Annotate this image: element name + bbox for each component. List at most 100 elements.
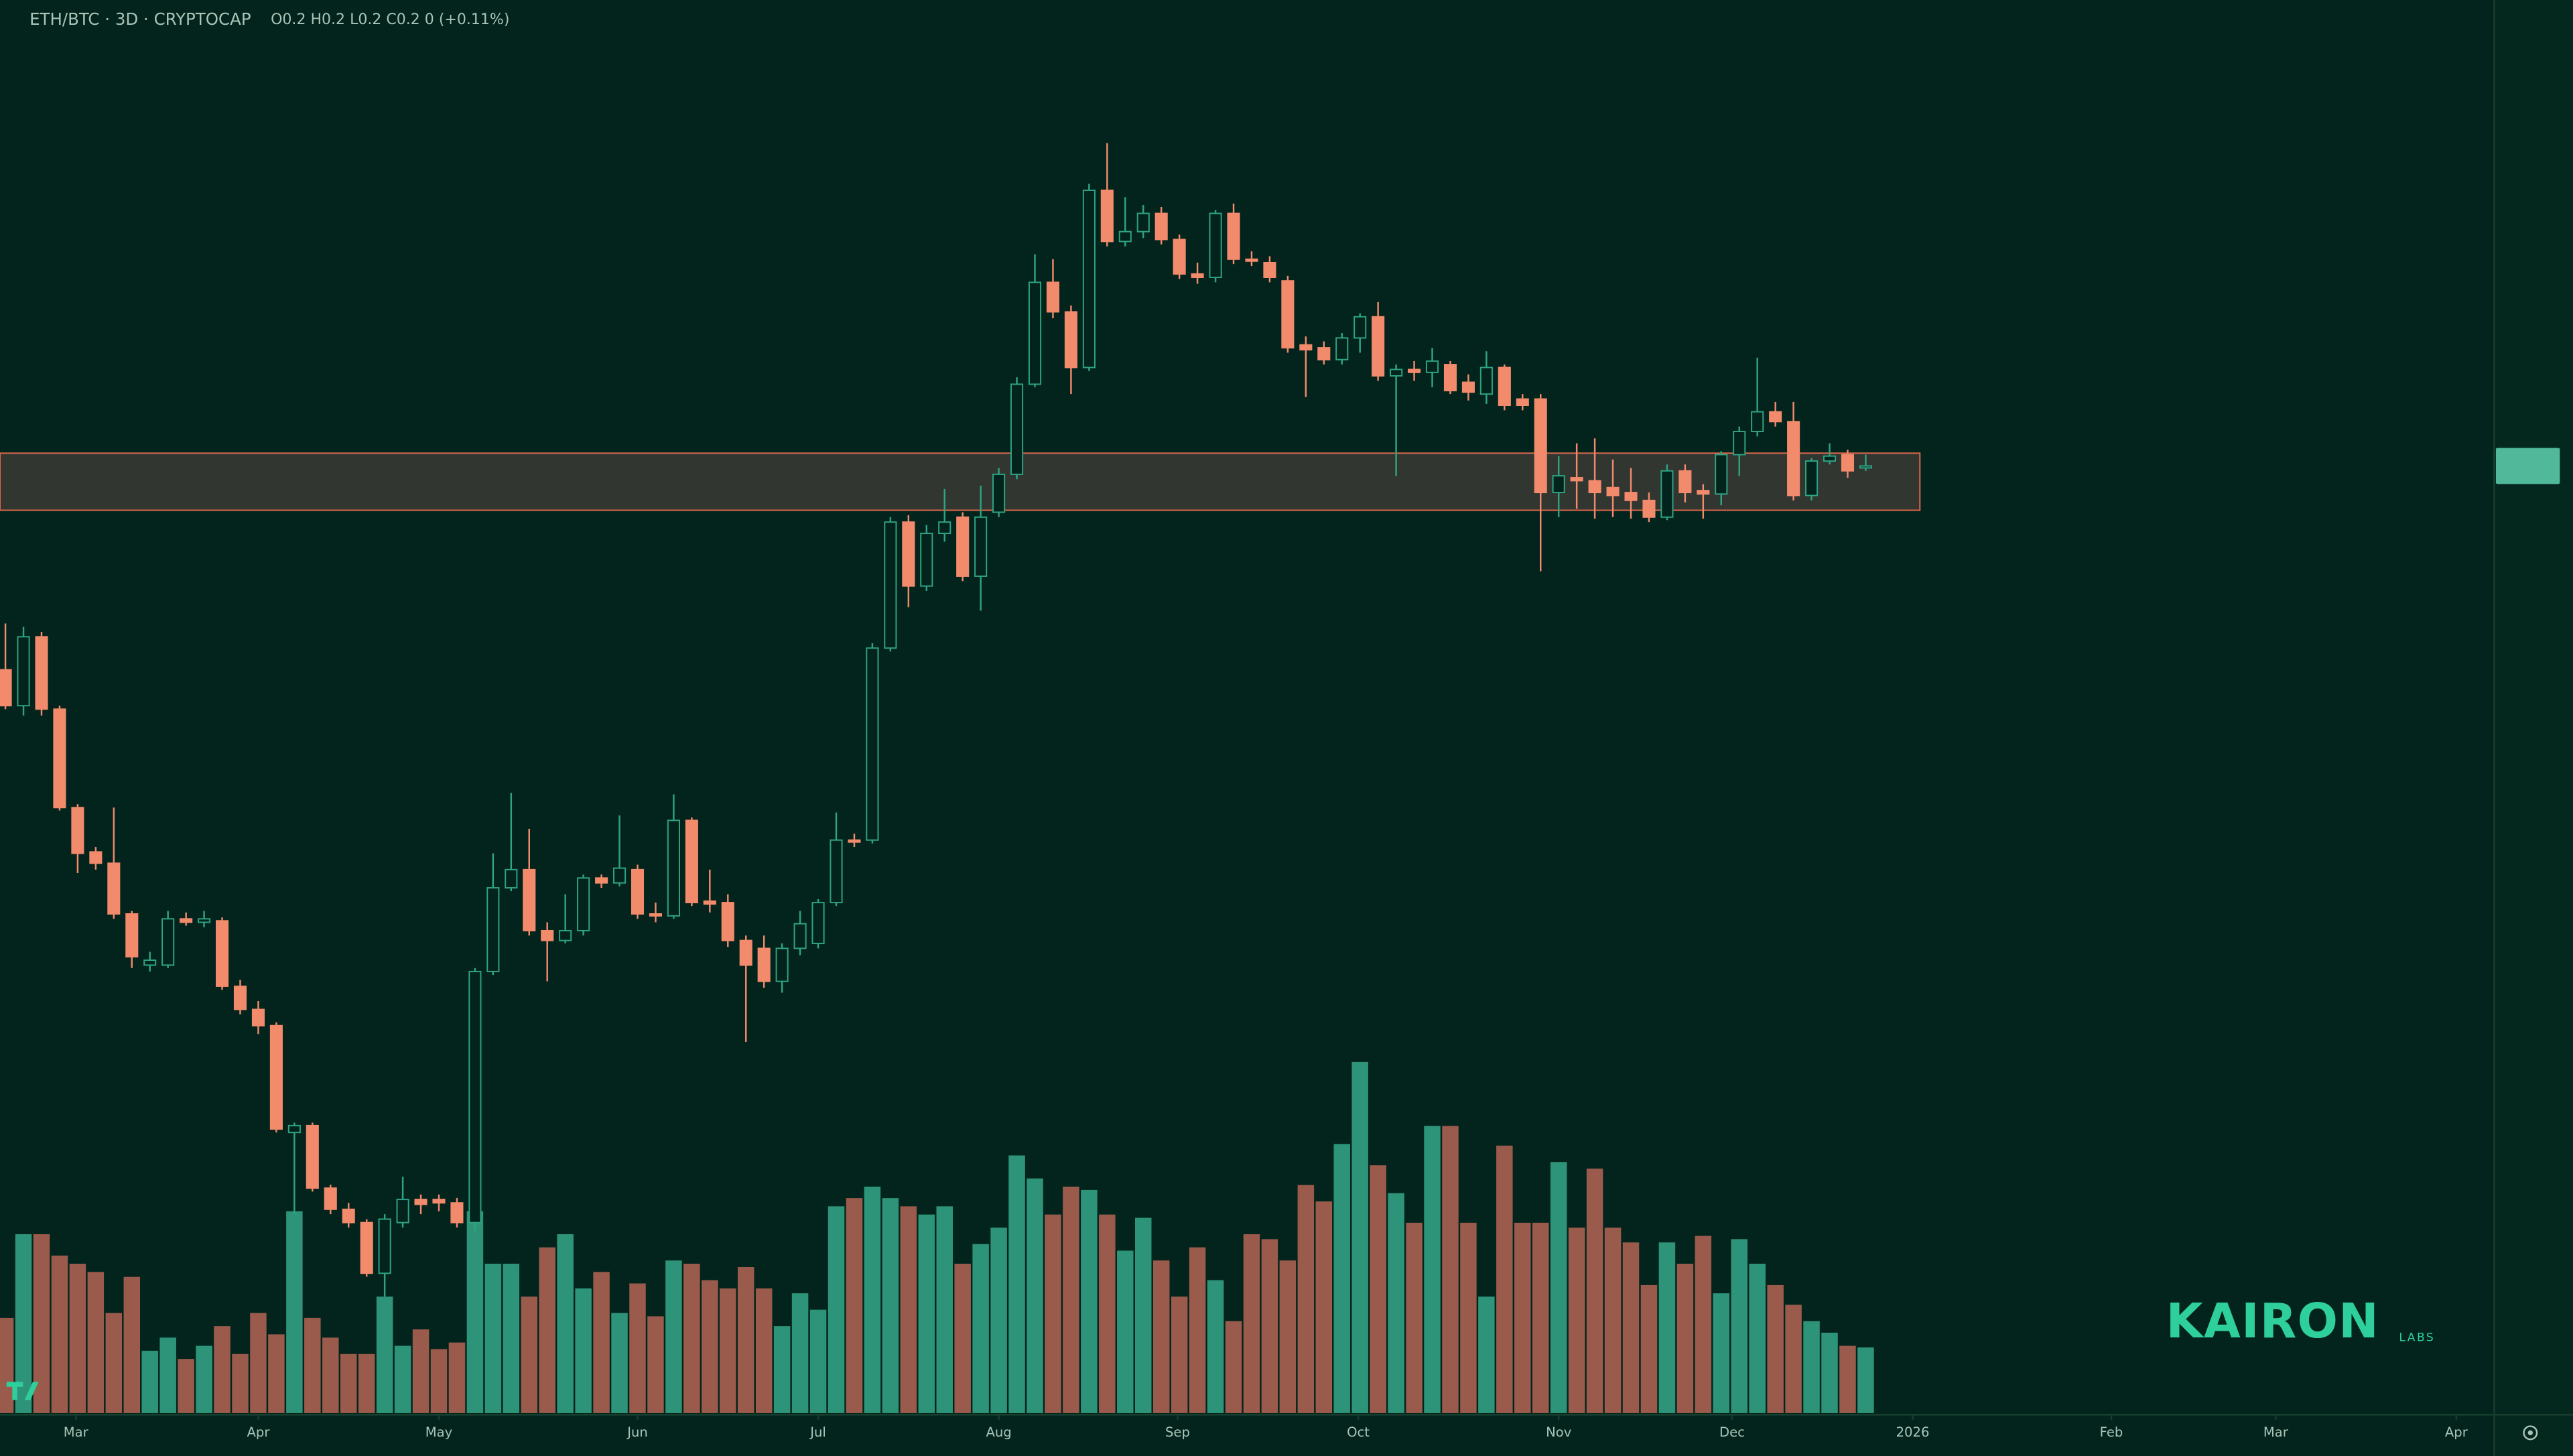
- candle-body: [1408, 369, 1421, 373]
- volume-bar: [484, 1264, 502, 1413]
- volume-bar: [1045, 1214, 1061, 1413]
- volume-bar: [1713, 1293, 1730, 1413]
- candle-body: [215, 920, 229, 987]
- x-tick-label: Apr: [2445, 1425, 2468, 1440]
- x-tick-label: May: [425, 1425, 452, 1440]
- volume-bar: [954, 1264, 971, 1413]
- volume-bar: [593, 1272, 610, 1413]
- candle-body: [1281, 280, 1295, 349]
- volume-bar: [809, 1309, 827, 1413]
- watermark-sub: LABS: [2399, 1331, 2435, 1344]
- candle-body: [1841, 454, 1855, 472]
- candle-body: [269, 1024, 283, 1130]
- candle-body: [1028, 281, 1042, 385]
- volume-bar: [1550, 1162, 1567, 1413]
- volume-bar: [1568, 1228, 1585, 1413]
- candle-body: [685, 819, 698, 904]
- candle-body: [1660, 470, 1674, 518]
- candle-layer: [0, 143, 1872, 1297]
- volume-bar: [1821, 1332, 1838, 1413]
- candle-body: [793, 923, 807, 949]
- x-tick-label: Dec: [1719, 1425, 1745, 1440]
- volume-bar: [1370, 1165, 1386, 1413]
- settings-dot[interactable]: [2527, 1430, 2533, 1436]
- candle-body: [1859, 465, 1872, 469]
- volume-bar: [1496, 1145, 1513, 1413]
- volume-bar: [394, 1345, 411, 1413]
- candle-body: [1010, 383, 1024, 475]
- candle-body: [848, 839, 861, 843]
- candle-body: [505, 868, 518, 889]
- candle-body: [1570, 477, 1583, 482]
- candle-body: [577, 877, 590, 931]
- settings-icon[interactable]: [2523, 1425, 2538, 1441]
- candle-body: [667, 819, 680, 917]
- x-tick-label: 2026: [1896, 1425, 1930, 1440]
- candle-body: [1154, 212, 1168, 241]
- volume-bar: [1604, 1228, 1622, 1413]
- volume-bar: [123, 1276, 141, 1413]
- candle-body: [703, 900, 716, 905]
- candle-body: [920, 533, 933, 587]
- candle-body: [1100, 189, 1114, 243]
- candle-body: [0, 669, 12, 707]
- volume-bar: [268, 1334, 285, 1413]
- price-axis-strip: [2494, 0, 2573, 1456]
- candle-body: [1733, 430, 1746, 456]
- settings-ring[interactable]: [2523, 1425, 2538, 1441]
- volume-bar: [250, 1313, 267, 1413]
- candle-body: [468, 970, 482, 1223]
- candle-body: [414, 1199, 427, 1205]
- candle-body: [1697, 490, 1710, 495]
- volume-bar: [1658, 1242, 1676, 1413]
- volume-bar: [214, 1326, 230, 1413]
- volume-bar: [448, 1342, 466, 1413]
- volume-bar: [232, 1353, 249, 1413]
- candle-body: [1588, 480, 1601, 494]
- candle-body: [1823, 455, 1837, 462]
- volume-bar: [647, 1316, 664, 1413]
- volume-bar: [69, 1264, 86, 1413]
- volume-bar: [1351, 1061, 1368, 1413]
- volume-bar: [51, 1255, 68, 1413]
- candle-body: [1461, 381, 1475, 393]
- candle-body: [1534, 398, 1547, 494]
- volume-bar: [1803, 1321, 1820, 1413]
- candle-body: [1299, 344, 1313, 350]
- volume-bar: [1081, 1189, 1098, 1413]
- volume-bar: [1008, 1155, 1025, 1413]
- candle-body: [89, 851, 103, 864]
- volume-bar: [1388, 1193, 1404, 1413]
- volume-bar: [702, 1280, 718, 1413]
- candle-body: [198, 918, 211, 923]
- volume-bar: [990, 1228, 1007, 1413]
- volume-bar: [1695, 1236, 1712, 1413]
- candle-body: [1769, 411, 1782, 423]
- logo-shape: [6, 1382, 39, 1400]
- volume-bar: [1785, 1305, 1802, 1413]
- candle-body: [721, 902, 734, 941]
- volume-bar: [1152, 1260, 1170, 1413]
- candle-body: [1082, 189, 1096, 369]
- candle-body: [1751, 411, 1764, 432]
- candle-body: [739, 939, 752, 966]
- volume-bar: [1315, 1201, 1333, 1413]
- volume-bar: [1442, 1126, 1459, 1413]
- x-tick-label: Jun: [626, 1425, 648, 1440]
- candle-body: [396, 1199, 409, 1223]
- volume-bar: [773, 1326, 791, 1413]
- ohlc-label: O0.2 H0.2 L0.2 C0.2 0 (+0.11%): [271, 11, 509, 28]
- candle-body: [649, 913, 663, 917]
- volume-bar: [1027, 1178, 1043, 1413]
- candle-body: [1479, 367, 1493, 395]
- volume-bar: [1514, 1222, 1531, 1413]
- candle-body: [1335, 337, 1349, 360]
- volume-bar: [1171, 1297, 1188, 1413]
- volume-bar: [178, 1359, 194, 1413]
- x-tick-label: Mar: [2263, 1425, 2289, 1440]
- candle-body: [811, 902, 825, 945]
- volume-bar: [1640, 1284, 1658, 1413]
- volume-bar: [1839, 1345, 1856, 1413]
- candle-body: [53, 708, 66, 809]
